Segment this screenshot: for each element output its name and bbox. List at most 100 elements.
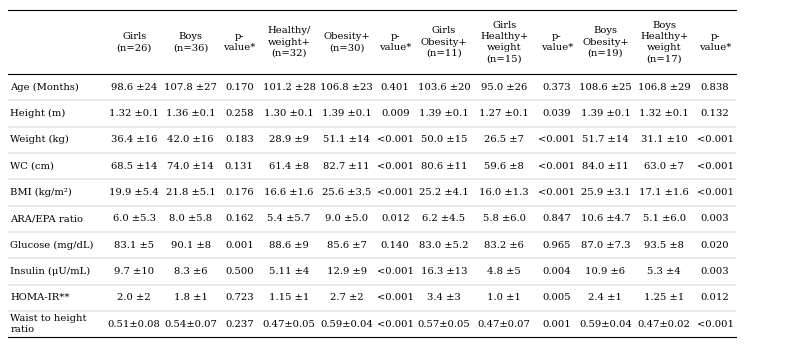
Text: <0.001: <0.001 [377, 293, 414, 302]
Text: 0.003: 0.003 [701, 267, 730, 276]
Text: 0.965: 0.965 [542, 240, 571, 249]
Text: 0.57±0.05: 0.57±0.05 [418, 320, 470, 329]
Text: <0.001: <0.001 [377, 267, 414, 276]
Text: 28.9 ±9: 28.9 ±9 [269, 135, 309, 144]
Text: 25.2 ±4.1: 25.2 ±4.1 [419, 188, 469, 197]
Text: <0.001: <0.001 [538, 135, 575, 144]
Text: <0.001: <0.001 [697, 320, 734, 329]
Text: 0.183: 0.183 [225, 135, 254, 144]
Text: 0.001: 0.001 [225, 240, 254, 249]
Text: 85.6 ±7: 85.6 ±7 [326, 240, 366, 249]
Text: 51.7 ±14: 51.7 ±14 [582, 135, 629, 144]
Text: 0.039: 0.039 [542, 109, 571, 118]
Text: 1.15 ±1: 1.15 ±1 [269, 293, 310, 302]
Text: 87.0 ±7.3: 87.0 ±7.3 [581, 240, 630, 249]
Text: Boys
Obesity+
(n=19): Boys Obesity+ (n=19) [582, 26, 629, 58]
Text: 61.4 ±8: 61.4 ±8 [269, 162, 309, 171]
Text: p-
value*: p- value* [541, 32, 573, 52]
Text: 16.6 ±1.6: 16.6 ±1.6 [264, 188, 314, 197]
Text: 0.009: 0.009 [381, 109, 410, 118]
Text: Girls
Healthy+
weight
(n=15): Girls Healthy+ weight (n=15) [480, 21, 528, 63]
Text: 0.401: 0.401 [381, 83, 410, 92]
Text: 1.39 ±0.1: 1.39 ±0.1 [419, 109, 469, 118]
Text: 50.0 ±15: 50.0 ±15 [421, 135, 467, 144]
Text: 1.25 ±1: 1.25 ±1 [644, 293, 684, 302]
Text: Boys
Healthy+
weight
(n=17): Boys Healthy+ weight (n=17) [640, 21, 688, 63]
Text: 42.0 ±16: 42.0 ±16 [167, 135, 214, 144]
Text: 16.3 ±13: 16.3 ±13 [421, 267, 467, 276]
Text: 1.39 ±0.1: 1.39 ±0.1 [581, 109, 630, 118]
Text: 0.47±0.02: 0.47±0.02 [638, 320, 690, 329]
Text: 1.39 ±0.1: 1.39 ±0.1 [322, 109, 371, 118]
Text: <0.001: <0.001 [697, 188, 734, 197]
Text: 0.005: 0.005 [542, 293, 571, 302]
Text: 106.8 ±23: 106.8 ±23 [320, 83, 373, 92]
Text: 107.8 ±27: 107.8 ±27 [164, 83, 217, 92]
Text: 0.140: 0.140 [381, 240, 410, 249]
Text: 6.2 ±4.5: 6.2 ±4.5 [422, 214, 466, 223]
Text: 83.1 ±5: 83.1 ±5 [114, 240, 154, 249]
Text: 63.0 ±7: 63.0 ±7 [644, 162, 684, 171]
Text: 0.258: 0.258 [225, 109, 254, 118]
Text: 0.012: 0.012 [381, 214, 410, 223]
Text: 68.5 ±14: 68.5 ±14 [111, 162, 158, 171]
Text: 0.59±0.04: 0.59±0.04 [579, 320, 632, 329]
Text: 1.0 ±1: 1.0 ±1 [487, 293, 522, 302]
Text: 1.27 ±0.1: 1.27 ±0.1 [479, 109, 529, 118]
Text: 1.30 ±0.1: 1.30 ±0.1 [264, 109, 314, 118]
Text: 0.47±0.07: 0.47±0.07 [478, 320, 530, 329]
Text: ARA/EPA ratio: ARA/EPA ratio [10, 214, 83, 223]
Text: 0.131: 0.131 [225, 162, 254, 171]
Text: 1.32 ±0.1: 1.32 ±0.1 [639, 109, 689, 118]
Text: 0.500: 0.500 [225, 267, 254, 276]
Text: 101.2 ±28: 101.2 ±28 [262, 83, 315, 92]
Text: BMI (kg/m²): BMI (kg/m²) [10, 188, 72, 197]
Text: <0.001: <0.001 [377, 320, 414, 329]
Text: 0.838: 0.838 [701, 83, 730, 92]
Text: 10.9 ±6: 10.9 ±6 [586, 267, 626, 276]
Text: Healthy/
weight+
(n=32): Healthy/ weight+ (n=32) [267, 26, 310, 58]
Text: Insulin (μU/mL): Insulin (μU/mL) [10, 267, 90, 276]
Text: HOMA-IR**: HOMA-IR** [10, 293, 70, 302]
Text: 0.176: 0.176 [225, 188, 254, 197]
Text: 5.8 ±6.0: 5.8 ±6.0 [482, 214, 526, 223]
Text: 8.0 ±5.8: 8.0 ±5.8 [169, 214, 212, 223]
Text: p-
value*: p- value* [379, 32, 411, 52]
Text: Boys
(n=36): Boys (n=36) [173, 32, 208, 52]
Text: 108.6 ±25: 108.6 ±25 [579, 83, 632, 92]
Text: 2.0 ±2: 2.0 ±2 [118, 293, 151, 302]
Text: <0.001: <0.001 [538, 162, 575, 171]
Text: 0.47±0.05: 0.47±0.05 [262, 320, 315, 329]
Text: 6.0 ±5.3: 6.0 ±5.3 [113, 214, 156, 223]
Text: 5.4 ±5.7: 5.4 ±5.7 [267, 214, 310, 223]
Text: <0.001: <0.001 [377, 162, 414, 171]
Text: 25.9 ±3.1: 25.9 ±3.1 [581, 188, 630, 197]
Text: 0.847: 0.847 [542, 214, 571, 223]
Text: 83.0 ±5.2: 83.0 ±5.2 [419, 240, 469, 249]
Text: 26.5 ±7: 26.5 ±7 [484, 135, 524, 144]
Text: 0.54±0.07: 0.54±0.07 [164, 320, 217, 329]
Text: 0.012: 0.012 [701, 293, 730, 302]
Text: 0.001: 0.001 [542, 320, 571, 329]
Text: Height (m): Height (m) [10, 109, 66, 118]
Text: 5.1 ±6.0: 5.1 ±6.0 [642, 214, 686, 223]
Text: 80.6 ±11: 80.6 ±11 [421, 162, 467, 171]
Text: <0.001: <0.001 [377, 188, 414, 197]
Text: 1.8 ±1: 1.8 ±1 [174, 293, 208, 302]
Text: 16.0 ±1.3: 16.0 ±1.3 [479, 188, 529, 197]
Text: 25.6 ±3.5: 25.6 ±3.5 [322, 188, 371, 197]
Text: 0.51±0.08: 0.51±0.08 [108, 320, 161, 329]
Text: 36.4 ±16: 36.4 ±16 [111, 135, 158, 144]
Text: 1.32 ±0.1: 1.32 ±0.1 [110, 109, 159, 118]
Text: 90.1 ±8: 90.1 ±8 [170, 240, 210, 249]
Text: Weight (kg): Weight (kg) [10, 135, 70, 144]
Text: 83.2 ±6: 83.2 ±6 [484, 240, 524, 249]
Text: 98.6 ±24: 98.6 ±24 [111, 83, 158, 92]
Text: 21.8 ±5.1: 21.8 ±5.1 [166, 188, 215, 197]
Text: 0.162: 0.162 [225, 214, 254, 223]
Text: 106.8 ±29: 106.8 ±29 [638, 83, 690, 92]
Text: 0.132: 0.132 [701, 109, 730, 118]
Text: 0.004: 0.004 [542, 267, 571, 276]
Text: 103.6 ±20: 103.6 ±20 [418, 83, 470, 92]
Text: 3.4 ±3: 3.4 ±3 [427, 293, 461, 302]
